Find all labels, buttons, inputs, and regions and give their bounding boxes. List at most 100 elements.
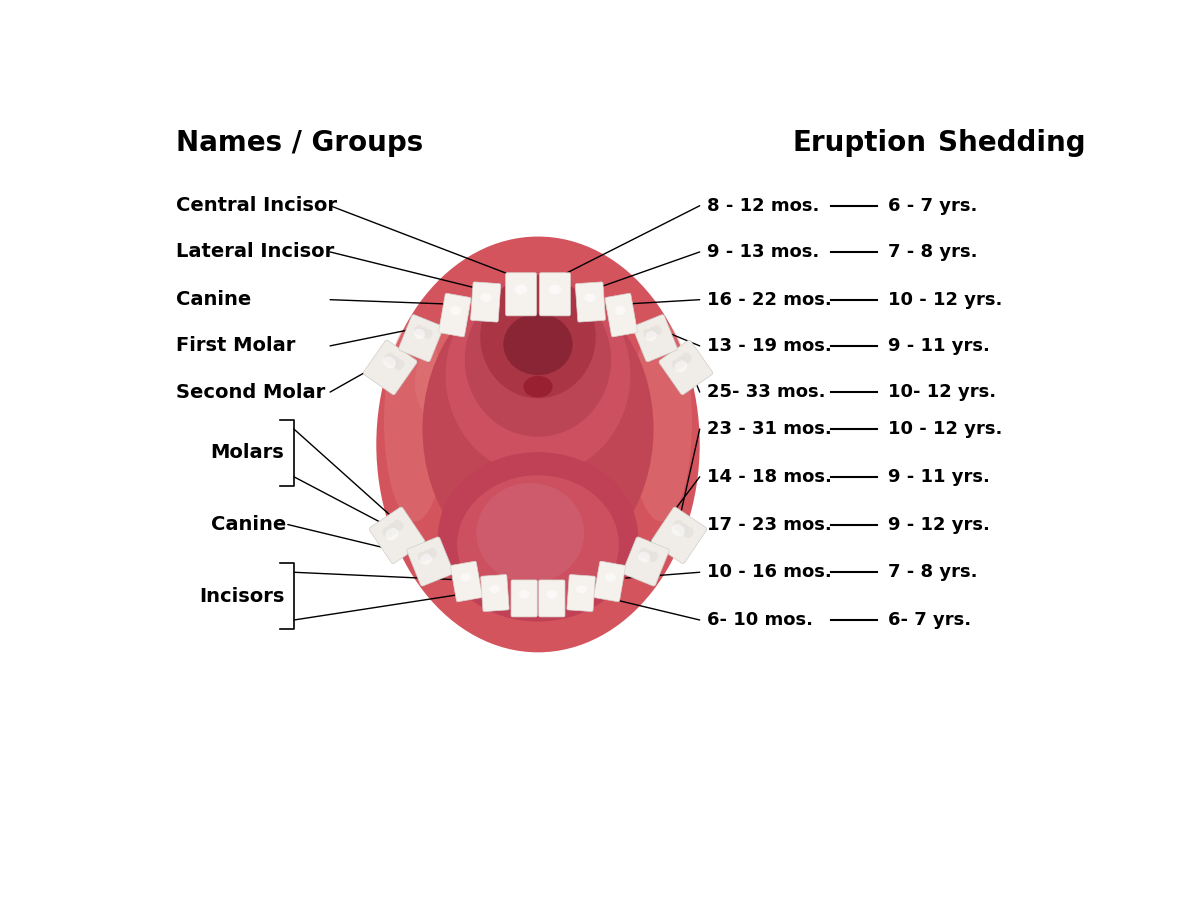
Ellipse shape xyxy=(674,361,688,372)
FancyBboxPatch shape xyxy=(511,580,538,617)
FancyBboxPatch shape xyxy=(594,561,625,602)
Ellipse shape xyxy=(548,284,562,294)
FancyBboxPatch shape xyxy=(470,282,500,322)
Ellipse shape xyxy=(392,520,403,531)
Ellipse shape xyxy=(576,585,587,593)
Text: 6- 7 yrs.: 6- 7 yrs. xyxy=(888,611,972,629)
Ellipse shape xyxy=(503,313,572,375)
Ellipse shape xyxy=(653,325,661,335)
Ellipse shape xyxy=(464,283,611,437)
Text: 9 - 11 yrs.: 9 - 11 yrs. xyxy=(888,337,990,355)
Ellipse shape xyxy=(385,528,398,540)
Text: 17 - 23 mos.: 17 - 23 mos. xyxy=(708,516,832,534)
Text: Names / Groups: Names / Groups xyxy=(176,129,424,157)
Text: 8 - 12 mos.: 8 - 12 mos. xyxy=(708,197,820,215)
Ellipse shape xyxy=(420,554,432,564)
Ellipse shape xyxy=(395,360,404,371)
Text: 10 - 12 yrs.: 10 - 12 yrs. xyxy=(888,291,1003,309)
FancyBboxPatch shape xyxy=(505,273,536,316)
Ellipse shape xyxy=(682,352,691,363)
FancyBboxPatch shape xyxy=(575,282,606,322)
FancyBboxPatch shape xyxy=(632,314,677,361)
Ellipse shape xyxy=(648,327,656,337)
Ellipse shape xyxy=(630,322,692,522)
Ellipse shape xyxy=(384,352,395,363)
Ellipse shape xyxy=(584,294,595,303)
Text: Incisors: Incisors xyxy=(199,586,284,605)
Ellipse shape xyxy=(515,284,527,294)
Text: 6 - 7 yrs.: 6 - 7 yrs. xyxy=(888,197,978,215)
FancyBboxPatch shape xyxy=(398,314,443,361)
Ellipse shape xyxy=(677,356,686,367)
Ellipse shape xyxy=(445,275,630,476)
Ellipse shape xyxy=(383,356,396,369)
Text: First Molar: First Molar xyxy=(176,336,295,355)
FancyBboxPatch shape xyxy=(407,537,454,586)
Text: 10 - 16 mos.: 10 - 16 mos. xyxy=(708,564,832,582)
Ellipse shape xyxy=(683,527,694,538)
Ellipse shape xyxy=(644,550,653,560)
FancyBboxPatch shape xyxy=(364,340,418,395)
Ellipse shape xyxy=(643,329,652,339)
FancyBboxPatch shape xyxy=(539,580,565,617)
Text: 10- 12 yrs.: 10- 12 yrs. xyxy=(888,383,996,401)
Ellipse shape xyxy=(616,306,625,315)
Ellipse shape xyxy=(649,552,658,562)
FancyBboxPatch shape xyxy=(370,507,425,564)
Ellipse shape xyxy=(518,590,529,599)
Ellipse shape xyxy=(672,360,682,371)
Text: 7 - 8 yrs.: 7 - 8 yrs. xyxy=(888,243,978,261)
Ellipse shape xyxy=(414,325,422,335)
Ellipse shape xyxy=(428,547,437,558)
Ellipse shape xyxy=(450,306,461,315)
Text: Lateral Incisor: Lateral Incisor xyxy=(176,243,335,262)
Text: 16 - 22 mos.: 16 - 22 mos. xyxy=(708,291,832,309)
Ellipse shape xyxy=(383,527,392,538)
Ellipse shape xyxy=(605,573,616,582)
FancyBboxPatch shape xyxy=(566,574,595,612)
Ellipse shape xyxy=(422,283,654,575)
FancyBboxPatch shape xyxy=(439,294,470,337)
Ellipse shape xyxy=(480,275,595,399)
Text: Central Incisor: Central Incisor xyxy=(176,197,337,216)
Text: 9 - 13 mos.: 9 - 13 mos. xyxy=(708,243,820,261)
Ellipse shape xyxy=(414,329,425,339)
Text: 14 - 18 mos.: 14 - 18 mos. xyxy=(708,467,833,486)
Ellipse shape xyxy=(384,322,445,522)
Text: Molars: Molars xyxy=(211,443,284,462)
Text: 9 - 12 yrs.: 9 - 12 yrs. xyxy=(888,516,990,534)
Text: 25- 33 mos.: 25- 33 mos. xyxy=(708,383,826,401)
Ellipse shape xyxy=(523,376,553,398)
Ellipse shape xyxy=(672,524,685,536)
Ellipse shape xyxy=(646,331,656,342)
Text: Canine: Canine xyxy=(211,515,286,534)
FancyBboxPatch shape xyxy=(450,561,482,602)
Text: Shedding: Shedding xyxy=(938,129,1086,157)
Ellipse shape xyxy=(389,356,400,367)
Text: 7 - 8 yrs.: 7 - 8 yrs. xyxy=(888,564,978,582)
FancyBboxPatch shape xyxy=(540,273,570,316)
Text: 6- 10 mos.: 6- 10 mos. xyxy=(708,611,814,629)
Ellipse shape xyxy=(673,520,683,531)
Ellipse shape xyxy=(490,585,500,593)
Ellipse shape xyxy=(415,306,630,460)
Ellipse shape xyxy=(424,329,433,339)
Text: Canine: Canine xyxy=(176,290,251,309)
Text: 9 - 11 yrs.: 9 - 11 yrs. xyxy=(888,467,990,486)
Ellipse shape xyxy=(638,547,648,558)
Ellipse shape xyxy=(377,236,700,652)
FancyBboxPatch shape xyxy=(481,574,509,612)
Text: 13 - 19 mos.: 13 - 19 mos. xyxy=(708,337,832,355)
FancyBboxPatch shape xyxy=(659,340,713,395)
Ellipse shape xyxy=(547,590,557,599)
Text: Second Molar: Second Molar xyxy=(176,382,325,401)
Ellipse shape xyxy=(388,524,398,535)
Ellipse shape xyxy=(438,452,638,622)
Ellipse shape xyxy=(457,476,619,614)
Text: Eruption: Eruption xyxy=(792,129,926,157)
Ellipse shape xyxy=(461,573,470,582)
Ellipse shape xyxy=(678,524,689,535)
Ellipse shape xyxy=(476,483,584,583)
FancyBboxPatch shape xyxy=(652,507,707,564)
Ellipse shape xyxy=(480,294,492,303)
